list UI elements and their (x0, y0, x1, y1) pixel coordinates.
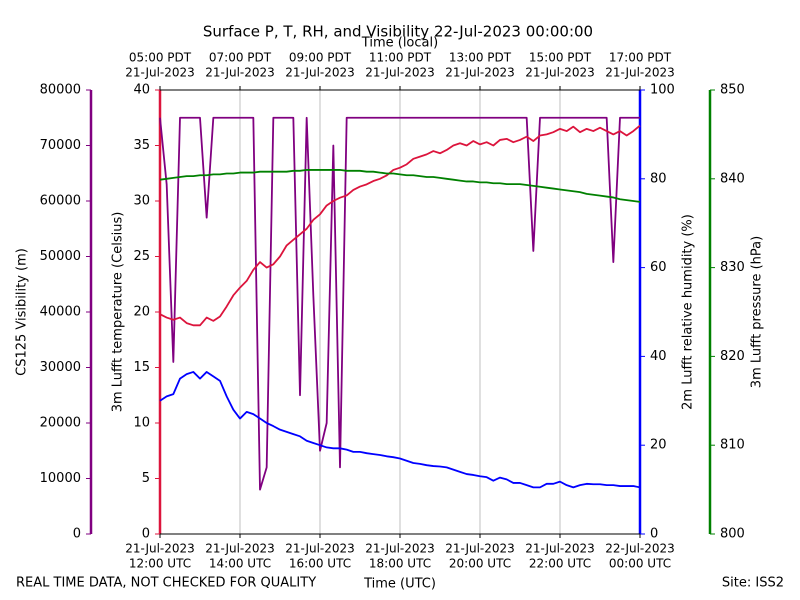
y-tick-label: 0 (73, 527, 81, 542)
data-line (159, 124, 641, 327)
x-tick-label: 15:00 PDT (529, 51, 592, 65)
x-tick-label: 17:00 PDT (609, 51, 672, 65)
data-line (159, 169, 641, 203)
x-tick-label: 16:00 UTC (289, 557, 351, 571)
y-tick-label: 25 (133, 249, 150, 264)
x-tick-label: 21-Jul-2023 (125, 66, 195, 80)
y-tick-label: 35 (133, 138, 150, 153)
x-tick-label: 21-Jul-2023 (205, 66, 275, 80)
x-tick-label: 21-Jul-2023 (125, 542, 195, 556)
y-tick-label: 5 (142, 471, 150, 486)
top-axis-label: Time (local) (361, 36, 438, 51)
y-axis-label: CS125 Visibility (m) (15, 248, 30, 376)
y-tick-label: 20000 (40, 416, 81, 431)
y-tick-label: 70000 (40, 138, 81, 153)
y-tick-label: 60 (650, 260, 667, 275)
x-tick-label: 09:00 PDT (289, 51, 352, 65)
x-tick-label: 22:00 UTC (529, 557, 591, 571)
x-tick-label: 21-Jul-2023 (365, 66, 435, 80)
x-tick-label: 21-Jul-2023 (525, 66, 595, 80)
y-axis-label: 3m Lufft pressure (hPa) (750, 236, 765, 388)
y-tick-label: 60000 (40, 194, 81, 209)
y-tick-label: 30000 (40, 360, 81, 375)
x-tick-label: 11:00 PDT (369, 51, 432, 65)
chart-title: Surface P, T, RH, and Visibility 22-Jul-… (203, 23, 593, 41)
y-tick-label: 10000 (40, 471, 81, 486)
y-tick-label: 850 (720, 83, 745, 98)
x-tick-label: 21-Jul-2023 (205, 542, 275, 556)
y-tick-label: 30 (133, 194, 150, 209)
x-tick-label: 22-Jul-2023 (605, 542, 675, 556)
y-tick-label: 100 (650, 83, 675, 98)
x-tick-label: 13:00 PDT (449, 51, 512, 65)
footer-note: REAL TIME DATA, NOT CHECKED FOR QUALITY (16, 576, 316, 591)
y-tick-label: 840 (720, 171, 745, 186)
x-tick-label: 20:00 UTC (449, 557, 511, 571)
y-tick-label: 40 (650, 349, 667, 364)
data-line (159, 371, 641, 489)
x-tick-label: 21-Jul-2023 (605, 66, 675, 80)
y-tick-label: 800 (720, 527, 745, 542)
x-tick-label: 00:00 UTC (609, 557, 671, 571)
y-tick-label: 20 (650, 438, 667, 453)
y-tick-label: 10 (133, 416, 150, 431)
x-axis-label: Time (UTC) (363, 577, 436, 592)
y-tick-label: 0 (650, 527, 658, 542)
y-tick-label: 830 (720, 260, 745, 275)
y-tick-label: 0 (142, 527, 150, 542)
y-tick-label: 50000 (40, 249, 81, 264)
x-tick-label: 05:00 PDT (129, 51, 192, 65)
y-tick-label: 810 (720, 438, 745, 453)
y-tick-label: 40 (133, 83, 150, 98)
y-axis-label: 3m Lufft temperature (Celsius) (111, 212, 126, 413)
x-tick-label: 12:00 UTC (129, 557, 191, 571)
x-tick-label: 21-Jul-2023 (285, 542, 355, 556)
y-tick-label: 820 (720, 349, 745, 364)
x-tick-label: 21-Jul-2023 (445, 542, 515, 556)
x-tick-label: 14:00 UTC (209, 557, 271, 571)
x-tick-label: 21-Jul-2023 (525, 542, 595, 556)
y-tick-label: 40000 (40, 305, 81, 320)
x-tick-label: 18:00 UTC (369, 557, 431, 571)
y-tick-label: 80000 (40, 83, 81, 98)
y-axis-label: 2m Lufft relative humidity (%) (681, 214, 696, 410)
y-tick-label: 15 (133, 360, 150, 375)
x-tick-label: 21-Jul-2023 (285, 66, 355, 80)
data-line (159, 116, 640, 491)
x-tick-label: 21-Jul-2023 (365, 542, 435, 556)
footer-site: Site: ISS2 (722, 576, 784, 591)
y-tick-label: 20 (133, 305, 150, 320)
x-tick-label: 21-Jul-2023 (445, 66, 515, 80)
x-tick-label: 07:00 PDT (209, 51, 272, 65)
y-tick-label: 80 (650, 171, 667, 186)
